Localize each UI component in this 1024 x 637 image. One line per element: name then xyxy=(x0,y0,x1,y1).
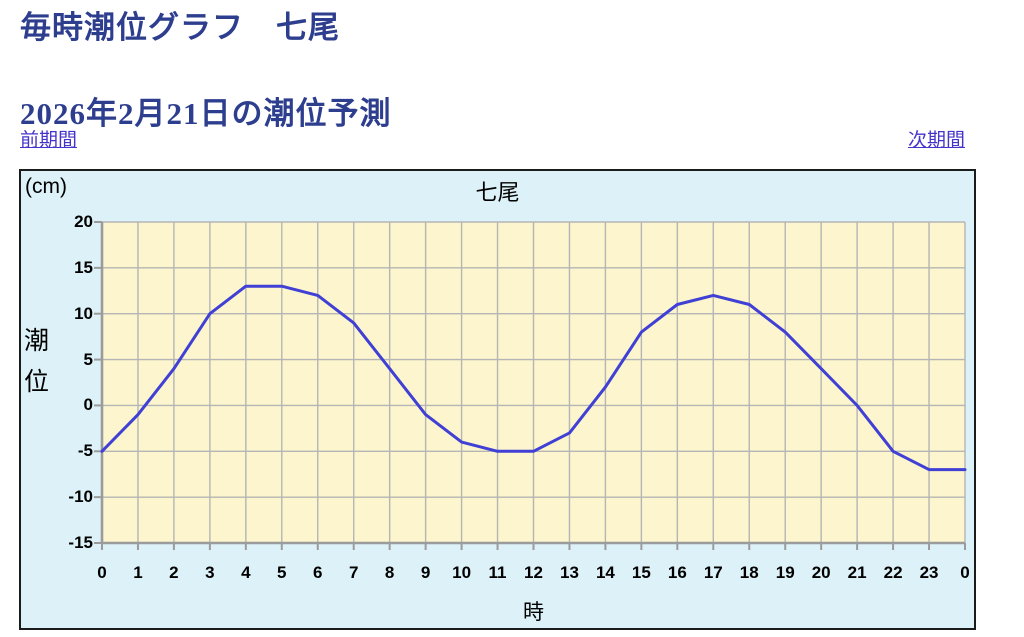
chart-title: 七尾 xyxy=(475,180,520,205)
previous-period-link[interactable]: 前期間 xyxy=(20,130,78,151)
x-tick-label: 3 xyxy=(205,563,215,582)
tide-line-chart xyxy=(94,221,967,550)
x-tick-label: 20 xyxy=(811,563,831,582)
x-tick-label: 23 xyxy=(919,563,939,582)
x-tick-label: 0 xyxy=(960,563,970,582)
x-tick-label: 7 xyxy=(348,563,359,582)
x-tick-label: 12 xyxy=(524,563,543,582)
x-tick-label: 10 xyxy=(452,563,472,582)
y-axis-label: 潮位 xyxy=(24,327,50,396)
x-tick-label: 13 xyxy=(559,563,579,582)
x-tick-label: 0 xyxy=(97,563,107,582)
x-tick-label: 21 xyxy=(847,563,867,582)
x-tick-label: 11 xyxy=(488,563,507,582)
tide-curve xyxy=(100,284,967,472)
x-tick-label: 2 xyxy=(169,563,179,582)
y-tick-label: -10 xyxy=(68,487,93,507)
y-tick-label: 15 xyxy=(74,257,93,277)
x-tick-label: 4 xyxy=(241,563,251,582)
x-tick-label: 16 xyxy=(667,563,687,582)
y-tick-label: -5 xyxy=(77,441,93,461)
page-title: 毎時潮位グラフ 七尾 2026年2月21日の潮位予測 xyxy=(20,6,392,135)
x-tick-label: 14 xyxy=(595,563,615,582)
page-title-line1: 毎時潮位グラフ 七尾 xyxy=(20,10,340,45)
x-tick-label: 8 xyxy=(384,563,395,582)
y-tick-label: 5 xyxy=(83,349,93,369)
x-tick-label: 19 xyxy=(775,563,795,582)
x-tick-label: 1 xyxy=(133,563,143,582)
y-axis-unit-label: (cm) xyxy=(25,175,67,198)
y-tick-label: 0 xyxy=(83,395,93,415)
x-tick-label: 17 xyxy=(703,563,723,582)
x-tick-label: 15 xyxy=(631,563,651,582)
x-tick-label: 9 xyxy=(420,563,431,582)
tide-chart-panel: (cm) 七尾 潮位 20 15 10 5 0 -5 -10 -15 0 1 2 3 4 5 6 7 8 9 10 1… xyxy=(19,169,976,630)
x-tick-label: 5 xyxy=(277,563,287,582)
y-tick-label: -15 xyxy=(68,533,93,552)
x-tick-label: 22 xyxy=(883,563,903,582)
x-axis-label: 時 xyxy=(523,601,544,624)
y-tick-label: 10 xyxy=(74,303,93,323)
next-period-link[interactable]: 次期間 xyxy=(907,130,965,151)
page-title-line2: 2026年2月21日の潮位予測 xyxy=(20,96,392,131)
y-tick-label: 20 xyxy=(74,212,93,231)
x-tick-label: 6 xyxy=(313,563,323,582)
x-tick-label: 18 xyxy=(739,563,759,582)
